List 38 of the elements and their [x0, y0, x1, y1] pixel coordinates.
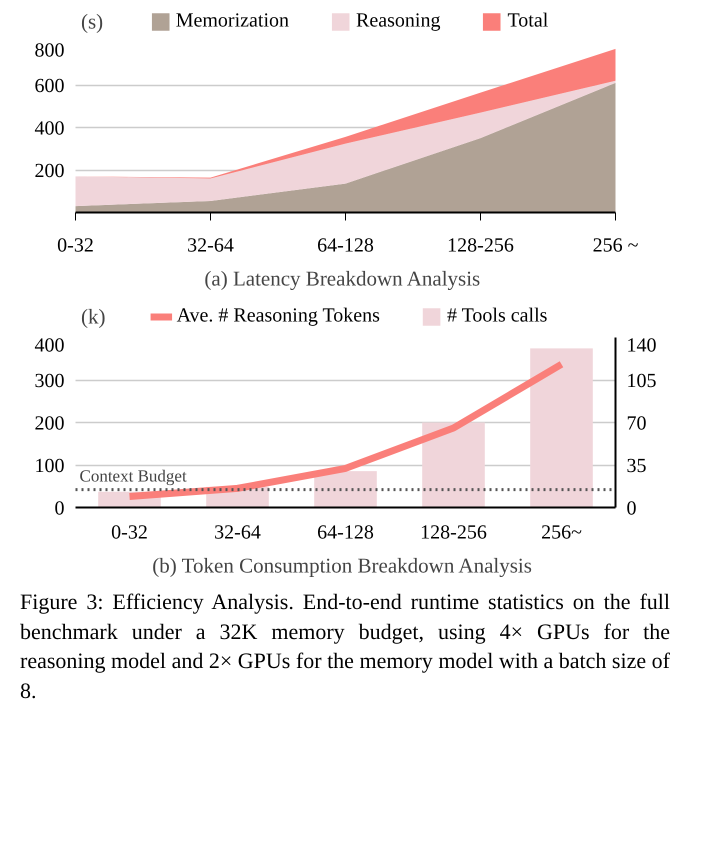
y-tick-label: 600: [34, 75, 64, 97]
y-tick-label: 400: [34, 334, 64, 356]
text: (a) Latency Breakdown Analysis: [204, 266, 480, 290]
y2-tick-label: 105: [626, 370, 656, 392]
x-tick-label: 0-32: [57, 234, 94, 256]
legend-label: Memorization: [176, 10, 290, 32]
y-tick-label: 200: [34, 412, 64, 434]
bar: [530, 348, 593, 508]
legend-label: Ave. # Reasoning Tokens: [176, 304, 380, 328]
x-tick-label: 64-128: [317, 522, 374, 544]
bar: [422, 422, 485, 508]
ref-line-label: Context Budget: [80, 466, 187, 486]
y-tick-label: 300: [34, 370, 64, 392]
x-tick-label: 0-32: [111, 522, 148, 544]
y-tick-label: 0: [54, 498, 64, 520]
legend-label: Total: [507, 10, 548, 32]
caption: Figure 3: Efficiency Analysis. End-to-end runtime statistics on the full benchmark under a 32K memory budget, using 4× GPUs for the reasoning model and 2× GPUs for the memory model with a batch size of 8.: [20, 588, 670, 706]
x-tick-label: 256~: [541, 522, 582, 544]
y-tick-label: 400: [34, 118, 64, 140]
x-tick-label: 32-64: [187, 234, 234, 256]
y-tick-label: 200: [34, 160, 64, 182]
y-tick-label: 800: [34, 40, 64, 62]
x-tick-label: 256 ~: [592, 234, 639, 256]
bar: [314, 471, 377, 508]
legend-label: Reasoning: [356, 10, 440, 32]
x-tick-label: 64-128: [317, 234, 374, 256]
y-tick-label: 100: [34, 455, 64, 477]
y-axis-title: (k): [80, 304, 106, 328]
y2-tick-label: 140: [626, 334, 656, 356]
text: (b) Token Consumption Breakdown Analysis: [152, 554, 532, 578]
y-axis-title: (s): [80, 10, 104, 34]
x-tick-label: 32-64: [214, 522, 261, 544]
y2-tick-label: 0: [626, 498, 636, 520]
x-tick-label: 128-256: [420, 522, 487, 544]
x-tick-label: 128-256: [447, 234, 514, 256]
legend-label: # Tools calls: [446, 304, 548, 328]
y2-tick-label: 35: [626, 455, 646, 477]
y2-tick-label: 70: [626, 412, 646, 434]
